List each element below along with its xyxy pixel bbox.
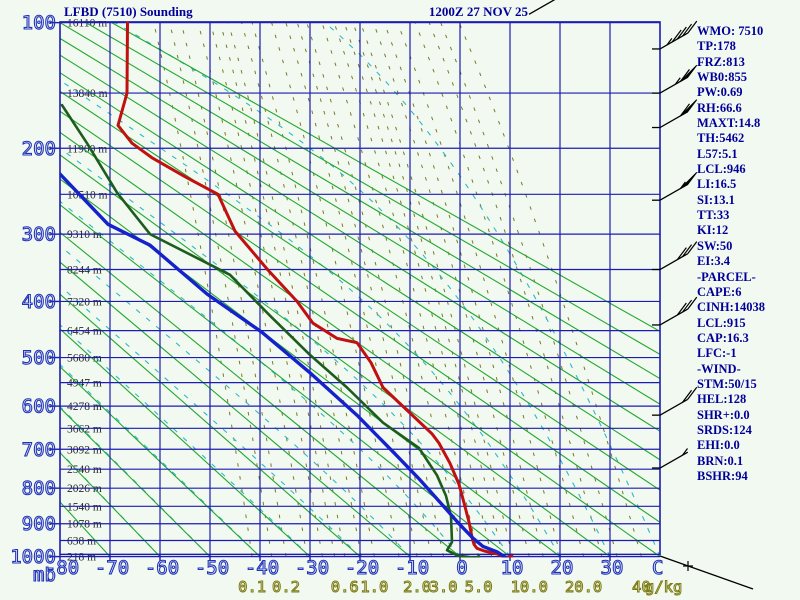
- pressure-label-800: 800: [22, 478, 56, 500]
- temp-label-30: 30: [601, 557, 624, 579]
- panel-line-15: EI:3.4: [697, 254, 730, 269]
- mixing-ratio-layer: [153, 22, 642, 557]
- panel-line-21: LFC:-1: [697, 346, 737, 361]
- panel-line-8: L57:5.1: [697, 146, 738, 161]
- height-label-950: 638 m: [67, 535, 96, 547]
- height-label-350: 8244 m: [67, 265, 102, 277]
- panel-line-18: CINH:14038: [697, 300, 766, 315]
- station-plus-marker: [683, 561, 693, 571]
- panel-line-27: EHI:0.0: [697, 438, 740, 453]
- temp-label--50: -50: [195, 557, 229, 579]
- grid-layer: [50, 21, 661, 561]
- panel-line-28: BRN:0.1: [697, 453, 744, 468]
- mixing-label-0.2: 0.2: [272, 578, 300, 596]
- panel-line-20: CAP:16.3: [697, 330, 749, 345]
- mixing-label-20.0: 20.0: [565, 578, 602, 596]
- pressure-label-200: 200: [22, 138, 56, 160]
- temp-label-0: 0: [456, 557, 467, 579]
- panel-line-12: TT:33: [697, 208, 730, 223]
- mixing-label-1.0: 1.0: [360, 578, 388, 596]
- mixing-label-10.0: 10.0: [511, 578, 548, 596]
- pressure-label-1000: 1000: [10, 546, 56, 568]
- mixing-label-5.0: 5.0: [465, 578, 493, 596]
- panel-line-7: TH:5462: [697, 131, 745, 146]
- mixing-label-0.6: 0.6: [331, 578, 359, 596]
- temp-label--80: -80: [45, 557, 79, 579]
- pressure-label-900: 900: [22, 513, 56, 535]
- height-label-850: 1540 m: [67, 501, 102, 513]
- height-label-300: 9310 m: [67, 229, 102, 241]
- temp-label--60: -60: [145, 557, 179, 579]
- page-title: LFBD (7510) Sounding: [64, 4, 193, 19]
- panel-line-10: LI:16.5: [697, 177, 737, 192]
- panel-line-5: RH:66.6: [697, 100, 742, 115]
- dewpoint-curve: [60, 172, 508, 558]
- pressure-label-400: 400: [22, 291, 56, 313]
- pressure-unit-label: mb: [33, 564, 56, 586]
- height-label-700: 3092 m: [67, 444, 102, 456]
- mixing-label-0.1: 0.1: [238, 578, 266, 596]
- temperature-curve: [116, 21, 514, 558]
- panel-line-14: SW:50: [697, 238, 733, 253]
- indices-panel: WMO: 7510 TP:178 FRZ:813 WB0:855 PW:0.69 RH:6…: [697, 24, 799, 484]
- panel-line-4: PW:0.69: [697, 85, 743, 100]
- temp-unit-label: C: [652, 557, 663, 579]
- wind-barbs-layer: [528, 0, 754, 590]
- height-label-600: 4278 m: [67, 401, 102, 413]
- temp-label--20: -20: [345, 557, 379, 579]
- height-label-650: 3662 m: [67, 423, 102, 435]
- pressure-label-700: 700: [22, 439, 56, 461]
- pressure-label-600: 600: [22, 396, 56, 418]
- height-label-900: 1078 m: [67, 519, 102, 531]
- panel-line-19: LCL:915: [697, 315, 746, 330]
- mixing-unit-label: g/kg: [645, 578, 682, 596]
- height-label-750: 2540 m: [67, 464, 102, 476]
- mixing-label-40: 40: [632, 578, 651, 596]
- height-label-200: 11900 m: [67, 143, 107, 155]
- panel-line-29: BSHR:94: [697, 468, 748, 483]
- datetime-label: 1200Z 27 NOV 25: [428, 4, 528, 19]
- panel-line-2: FRZ:813: [697, 54, 745, 69]
- temp-label--70: -70: [95, 557, 129, 579]
- panel-line-13: KI:12: [697, 223, 729, 238]
- temp-label--40: -40: [245, 557, 279, 579]
- panel-line-3: WB0:855: [697, 70, 747, 85]
- temp-label--10: -10: [395, 557, 429, 579]
- pressure-label-300: 300: [22, 224, 56, 246]
- panel-line-11: SI:13.1: [697, 192, 735, 207]
- wet_bulb-curve: [60, 103, 481, 558]
- height-label-550: 4947 m: [67, 378, 102, 390]
- panel-line-1: TP:178: [697, 39, 736, 54]
- height-label-800: 2026 m: [67, 483, 102, 495]
- panel-line-0: WMO: 7510: [697, 24, 764, 38]
- panel-line-17: CAPE:6: [697, 284, 742, 299]
- temp-label--30: -30: [295, 557, 329, 579]
- height-label-450: 6454 m: [67, 326, 102, 338]
- pressure-label-100: 100: [22, 12, 56, 34]
- mixing-label-3.0: 3.0: [430, 578, 458, 596]
- temp-label-10: 10: [501, 557, 524, 579]
- pressure-label-500: 500: [22, 347, 56, 369]
- height-label-400: 7320 m: [67, 296, 102, 308]
- panel-line-23: STM:50/15: [697, 376, 757, 391]
- panel-line-9: LCL:946: [697, 162, 746, 177]
- temp-label-20: 20: [551, 557, 574, 579]
- panel-line-25: SHR+:0.0: [697, 407, 750, 422]
- panel-line-22: -WIND-: [697, 361, 741, 376]
- mixing-label-2.0: 2.0: [403, 578, 431, 596]
- panel-line-6: MAXT:14.8: [697, 116, 761, 131]
- height-label-500: 5680 m: [67, 353, 102, 365]
- panel-line-16: -PARCEL-: [697, 269, 756, 284]
- panel-line-26: SRDS:124: [697, 422, 752, 437]
- panel-line-24: HEL:128: [697, 392, 747, 407]
